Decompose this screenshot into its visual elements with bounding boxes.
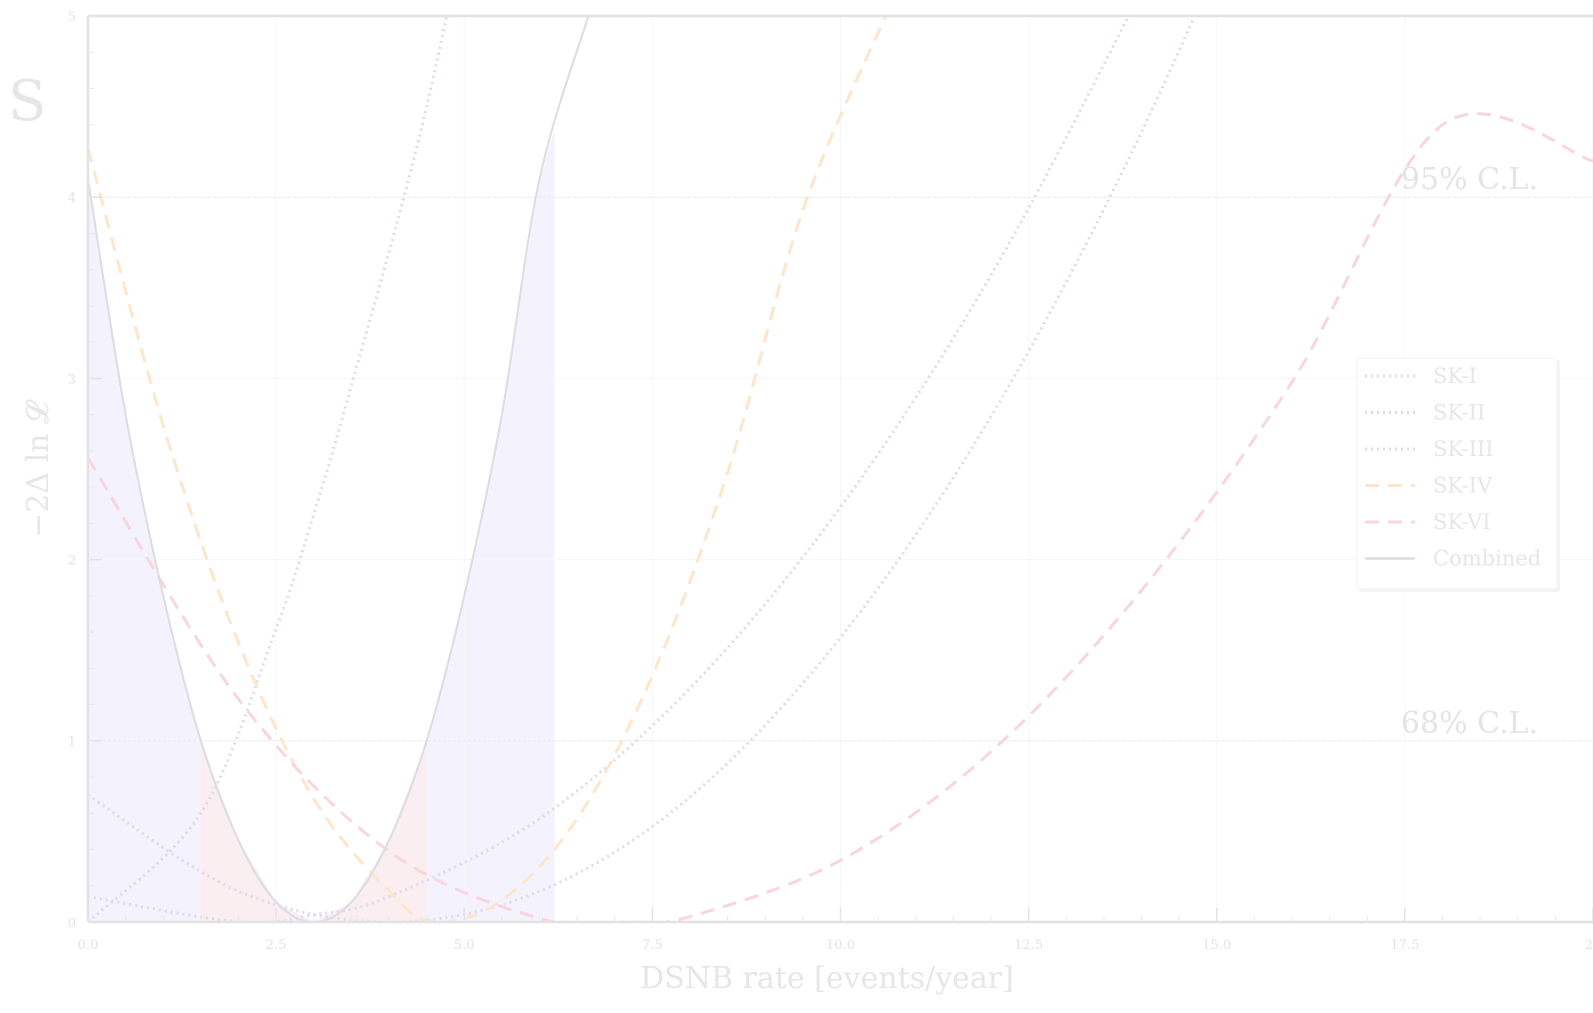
x-tick-label-2: 5.0 bbox=[454, 938, 475, 953]
y-tick-label-4: 4 bbox=[68, 191, 76, 206]
series-line-sk-iii bbox=[88, 0, 1367, 923]
y-tick-label-5: 5 bbox=[68, 10, 76, 25]
x-tick-label-3: 7.5 bbox=[642, 938, 663, 953]
legend-label-0: SK-I bbox=[1433, 364, 1477, 388]
x-tick-label-4: 10.0 bbox=[826, 938, 855, 953]
x-tick-label-7: 17.5 bbox=[1390, 938, 1419, 953]
y-tick-label-3: 3 bbox=[68, 372, 76, 387]
series-line-sk-ii bbox=[88, 0, 1405, 922]
x-axis-label: DSNB rate [events/year] bbox=[640, 961, 1014, 996]
x-tick-label-0: 0.0 bbox=[78, 938, 99, 953]
legend-label-5: Combined bbox=[1433, 547, 1541, 571]
y-tick-label-1: 1 bbox=[68, 735, 76, 750]
legend-label-2: SK-III bbox=[1433, 437, 1494, 461]
x-tick-label-5: 12.5 bbox=[1014, 938, 1043, 953]
x-tick-label-8: 20 bbox=[1585, 938, 1593, 953]
y-tick-label-2: 2 bbox=[68, 554, 76, 569]
legend-label-4: SK-VI bbox=[1433, 510, 1491, 534]
x-tick-label-1: 2.5 bbox=[266, 938, 287, 953]
y-tick-label-0: 0 bbox=[68, 916, 76, 931]
x-tick-label-6: 15.0 bbox=[1202, 938, 1231, 953]
band-0 bbox=[88, 129, 555, 922]
reference-label-0: 68% C.L. bbox=[1401, 706, 1538, 741]
legend-label-1: SK-II bbox=[1433, 401, 1485, 425]
legend-label-3: SK-IV bbox=[1433, 474, 1493, 498]
corner-text: S bbox=[8, 69, 46, 134]
y-axis-label: −2Δ ln 𝓛 bbox=[21, 399, 56, 538]
reference-label-1: 95% C.L. bbox=[1401, 162, 1538, 197]
legend: SK-I SK-II SK-III SK-IV SK-VI Combined bbox=[1357, 358, 1560, 592]
confidence-bands bbox=[88, 129, 555, 922]
